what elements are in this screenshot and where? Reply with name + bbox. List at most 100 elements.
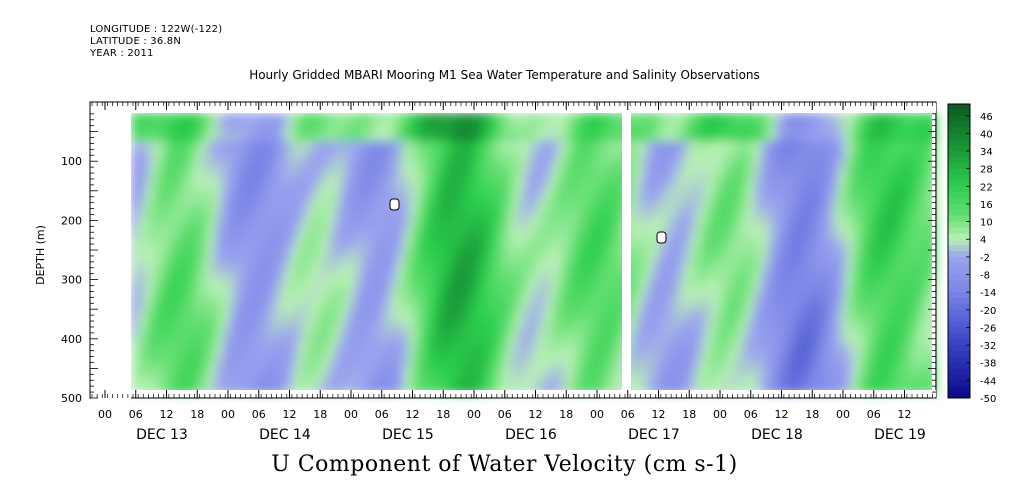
heatmap-cell bbox=[775, 148, 783, 156]
heatmap-cell bbox=[649, 232, 657, 240]
heatmap-cell bbox=[845, 295, 853, 303]
heatmap-cell bbox=[663, 190, 671, 198]
heatmap-cell bbox=[432, 267, 440, 275]
heatmap-cell bbox=[215, 148, 223, 156]
heatmap-cell bbox=[831, 169, 839, 177]
heatmap-cell bbox=[362, 302, 370, 310]
heatmap-cell bbox=[334, 323, 342, 331]
heatmap-cell bbox=[908, 155, 916, 163]
heatmap-cell bbox=[845, 148, 853, 156]
heatmap-cell bbox=[600, 232, 608, 240]
heatmap-cell bbox=[411, 302, 419, 310]
heatmap-cell bbox=[320, 120, 328, 128]
heatmap-cell bbox=[810, 295, 818, 303]
heatmap-cell bbox=[894, 372, 902, 380]
heatmap-cell bbox=[152, 295, 160, 303]
heatmap-cell bbox=[530, 141, 538, 149]
heatmap-cell bbox=[285, 204, 293, 212]
heatmap-cell bbox=[306, 148, 314, 156]
heatmap-cell bbox=[726, 246, 734, 254]
heatmap-cell bbox=[803, 246, 811, 254]
heatmap-cell bbox=[866, 190, 874, 198]
heatmap-cell bbox=[145, 120, 153, 128]
heatmap-cell bbox=[922, 232, 930, 240]
heatmap-cell bbox=[250, 190, 258, 198]
heatmap-cell bbox=[537, 162, 545, 170]
heatmap-cell bbox=[152, 281, 160, 289]
heatmap-cell bbox=[733, 337, 741, 345]
chart-title: Hourly Gridded MBARI Mooring M1 Sea Wate… bbox=[249, 68, 760, 82]
heatmap-cell bbox=[313, 127, 321, 135]
heatmap-cell bbox=[292, 148, 300, 156]
heatmap-cell bbox=[852, 211, 860, 219]
heatmap-cell bbox=[579, 379, 587, 387]
heatmap-cell bbox=[201, 344, 209, 352]
heatmap-cell bbox=[852, 155, 860, 163]
heatmap-cell bbox=[859, 155, 867, 163]
heatmap-cell bbox=[369, 281, 377, 289]
heatmap-cell bbox=[670, 330, 678, 338]
heatmap-cell bbox=[348, 344, 356, 352]
heatmap-cell bbox=[859, 134, 867, 142]
heatmap-cell bbox=[894, 260, 902, 268]
heatmap-cell bbox=[607, 253, 615, 261]
heatmap-cell bbox=[635, 344, 643, 352]
heatmap-cell bbox=[327, 358, 335, 366]
heatmap-cell bbox=[803, 120, 811, 128]
heatmap-cell bbox=[635, 260, 643, 268]
heatmap-cell bbox=[523, 141, 531, 149]
heatmap-cell bbox=[565, 127, 573, 135]
heatmap-cell bbox=[166, 372, 174, 380]
heatmap-cell bbox=[516, 288, 524, 296]
x-hour-tick-label: 12 bbox=[283, 408, 297, 421]
heatmap-cell bbox=[719, 204, 727, 212]
heatmap-cell bbox=[502, 141, 510, 149]
heatmap-cell bbox=[159, 183, 167, 191]
heatmap-cell bbox=[257, 155, 265, 163]
heatmap-cell bbox=[719, 225, 727, 233]
heatmap-cell bbox=[320, 148, 328, 156]
heatmap-cell bbox=[152, 316, 160, 324]
heatmap-cell bbox=[348, 337, 356, 345]
heatmap-cell bbox=[747, 372, 755, 380]
heatmap-cell bbox=[726, 183, 734, 191]
heatmap-cell bbox=[866, 323, 874, 331]
heatmap-cell bbox=[614, 190, 622, 198]
heatmap-cell bbox=[187, 309, 195, 317]
heatmap-cell bbox=[607, 281, 615, 289]
heatmap-cell bbox=[383, 190, 391, 198]
heatmap-cell bbox=[481, 267, 489, 275]
heatmap-cell bbox=[236, 204, 244, 212]
heatmap-cell bbox=[873, 127, 881, 135]
heatmap-cell bbox=[838, 295, 846, 303]
heatmap-cell bbox=[908, 309, 916, 317]
heatmap-cell bbox=[649, 365, 657, 373]
heatmap-cell bbox=[824, 155, 832, 163]
heatmap-cell bbox=[425, 379, 433, 387]
heatmap-cell bbox=[481, 316, 489, 324]
heatmap-cell bbox=[180, 281, 188, 289]
heatmap-cell bbox=[901, 309, 909, 317]
heatmap-cell bbox=[173, 183, 181, 191]
heatmap-cell bbox=[467, 302, 475, 310]
heatmap-cell bbox=[530, 316, 538, 324]
heatmap-cell bbox=[537, 295, 545, 303]
heatmap-cell bbox=[159, 323, 167, 331]
heatmap-cell bbox=[271, 155, 279, 163]
heatmap-cell bbox=[432, 113, 440, 121]
heatmap-cell bbox=[523, 365, 531, 373]
heatmap-cell bbox=[285, 302, 293, 310]
heatmap-cell bbox=[887, 379, 895, 387]
heatmap-cell bbox=[271, 246, 279, 254]
heatmap-cell bbox=[873, 295, 881, 303]
heatmap-cell bbox=[768, 281, 776, 289]
heatmap-cell bbox=[404, 330, 412, 338]
heatmap-cell bbox=[901, 316, 909, 324]
heatmap-cell bbox=[425, 148, 433, 156]
heatmap-cell bbox=[292, 155, 300, 163]
heatmap-cell bbox=[768, 295, 776, 303]
heatmap-cell bbox=[159, 344, 167, 352]
heatmap-cell bbox=[537, 302, 545, 310]
heatmap-cell bbox=[607, 316, 615, 324]
heatmap-cell bbox=[201, 211, 209, 219]
